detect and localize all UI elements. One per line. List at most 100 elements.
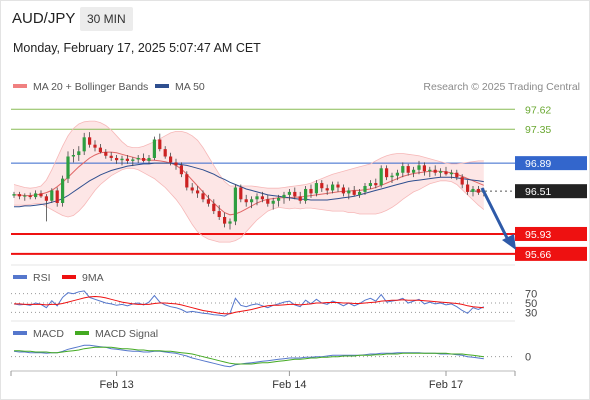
- timeframe-button[interactable]: 30 MIN: [80, 7, 133, 31]
- candle-body: [98, 147, 102, 153]
- candles: [12, 132, 486, 230]
- bollinger-lower-line: [14, 167, 485, 243]
- candle-body: [169, 156, 173, 163]
- candle-body: [55, 190, 59, 203]
- candle-body: [325, 188, 329, 191]
- level-tag-support-2: [515, 246, 587, 261]
- candle-body: [71, 155, 75, 157]
- candle-body: [444, 171, 448, 175]
- candle-body: [358, 191, 362, 195]
- candle-body: [385, 168, 389, 178]
- candle-body: [476, 188, 480, 193]
- price-levels: [11, 108, 587, 255]
- candle-body: [277, 197, 281, 201]
- candle-body: [50, 190, 54, 201]
- legend-macd-signal-swatch: [75, 331, 89, 335]
- candle-body: [158, 139, 162, 150]
- candle-body: [147, 157, 151, 161]
- legend-rsi-label: RSI: [33, 272, 51, 284]
- candle-body: [287, 191, 291, 195]
- candle-body: [125, 158, 129, 161]
- candle-body: [331, 184, 335, 191]
- candle-body: [460, 177, 464, 185]
- credit-label: Research © 2025 Trading Central: [423, 81, 580, 93]
- legend-rsi-ma-swatch: [62, 275, 76, 279]
- candle-body: [217, 211, 221, 217]
- candle-body: [66, 156, 70, 179]
- level-label-support-2: 95.66: [525, 249, 551, 261]
- candle-body: [314, 183, 318, 194]
- legend-macd-signal-label: MACD Signal: [95, 328, 158, 340]
- x-tick-label: Feb 17: [429, 379, 463, 391]
- candle-body: [142, 157, 146, 161]
- legend-rsi-swatch: [13, 275, 27, 279]
- candle-body: [401, 166, 405, 173]
- candle-body: [190, 187, 194, 191]
- level-label-pivot: 96.89: [525, 158, 551, 170]
- candle-body: [104, 152, 108, 156]
- candle-body: [120, 158, 124, 161]
- candle-body: [282, 194, 286, 198]
- symbol-title: AUD/JPY: [12, 10, 76, 27]
- candle-body: [17, 194, 21, 197]
- candle-body: [39, 193, 43, 197]
- candle-body: [82, 137, 86, 152]
- level-label-current: 96.51: [525, 186, 551, 198]
- candle-body: [131, 159, 135, 161]
- candle-body: [374, 183, 378, 186]
- legend-ma20-label: MA 20 + Bollinger Bands: [33, 81, 148, 93]
- legend-ma20-swatch: [13, 84, 27, 88]
- candle-body: [179, 165, 183, 175]
- x-tick-label: Feb 13: [99, 379, 133, 391]
- candle-body: [347, 190, 351, 194]
- candle-body: [93, 144, 97, 148]
- legend-ma50-label: MA 50: [175, 81, 205, 93]
- level-labels: 97.62 97.35 96.89 96.51 95.93 95.66: [515, 104, 587, 261]
- candle-body: [250, 199, 254, 203]
- candle-body: [196, 190, 200, 194]
- rsi-tick-label: 70: [525, 289, 537, 301]
- candle-body: [88, 137, 92, 145]
- macd-tick-label: 0: [525, 352, 531, 364]
- candle-body: [368, 183, 372, 187]
- candle-body: [417, 165, 421, 170]
- candle-body: [304, 188, 308, 201]
- datetime-label: Monday, February 17, 2025 5:07:47 AM CET: [13, 41, 261, 55]
- candle-body: [12, 194, 16, 196]
- ma20-line: [14, 151, 484, 216]
- candle-body: [352, 190, 356, 195]
- candle-body: [271, 200, 275, 204]
- bollinger-band: [14, 121, 484, 243]
- candle-body: [471, 188, 475, 192]
- candle-body: [163, 149, 167, 157]
- candle-body: [298, 196, 302, 201]
- projection-arrow: [480, 187, 510, 241]
- candle-body: [422, 165, 426, 172]
- projection-arrowhead: [502, 234, 516, 250]
- moving-averages: [13, 120, 485, 243]
- macd-signal-line: [14, 346, 484, 365]
- x-tick-label: Feb 14: [272, 379, 306, 391]
- candle-body: [212, 203, 216, 212]
- candle-body: [28, 195, 32, 198]
- bollinger-upper-line: [13, 120, 484, 189]
- candle-body: [412, 169, 416, 173]
- candle-body: [239, 187, 243, 200]
- candle-body: [439, 171, 443, 173]
- candle-body: [185, 174, 189, 188]
- ma50-line: [14, 162, 484, 208]
- level-label-resistance-1: 97.35: [525, 124, 551, 136]
- rsi-tick-label: 30: [525, 307, 537, 319]
- legend-rsi-ma-label: 9MA: [82, 272, 104, 284]
- header-bar: AUD/JPY 30 MIN: [0, 0, 590, 36]
- candle-body: [455, 172, 459, 178]
- candle-body: [23, 195, 27, 197]
- rsi-line: [13, 290, 485, 317]
- candle-body: [233, 187, 237, 222]
- candle-body: [406, 166, 410, 173]
- candle-body: [336, 184, 340, 188]
- candle-body: [293, 191, 297, 197]
- candle-body: [449, 172, 453, 175]
- candle-body: [109, 155, 113, 158]
